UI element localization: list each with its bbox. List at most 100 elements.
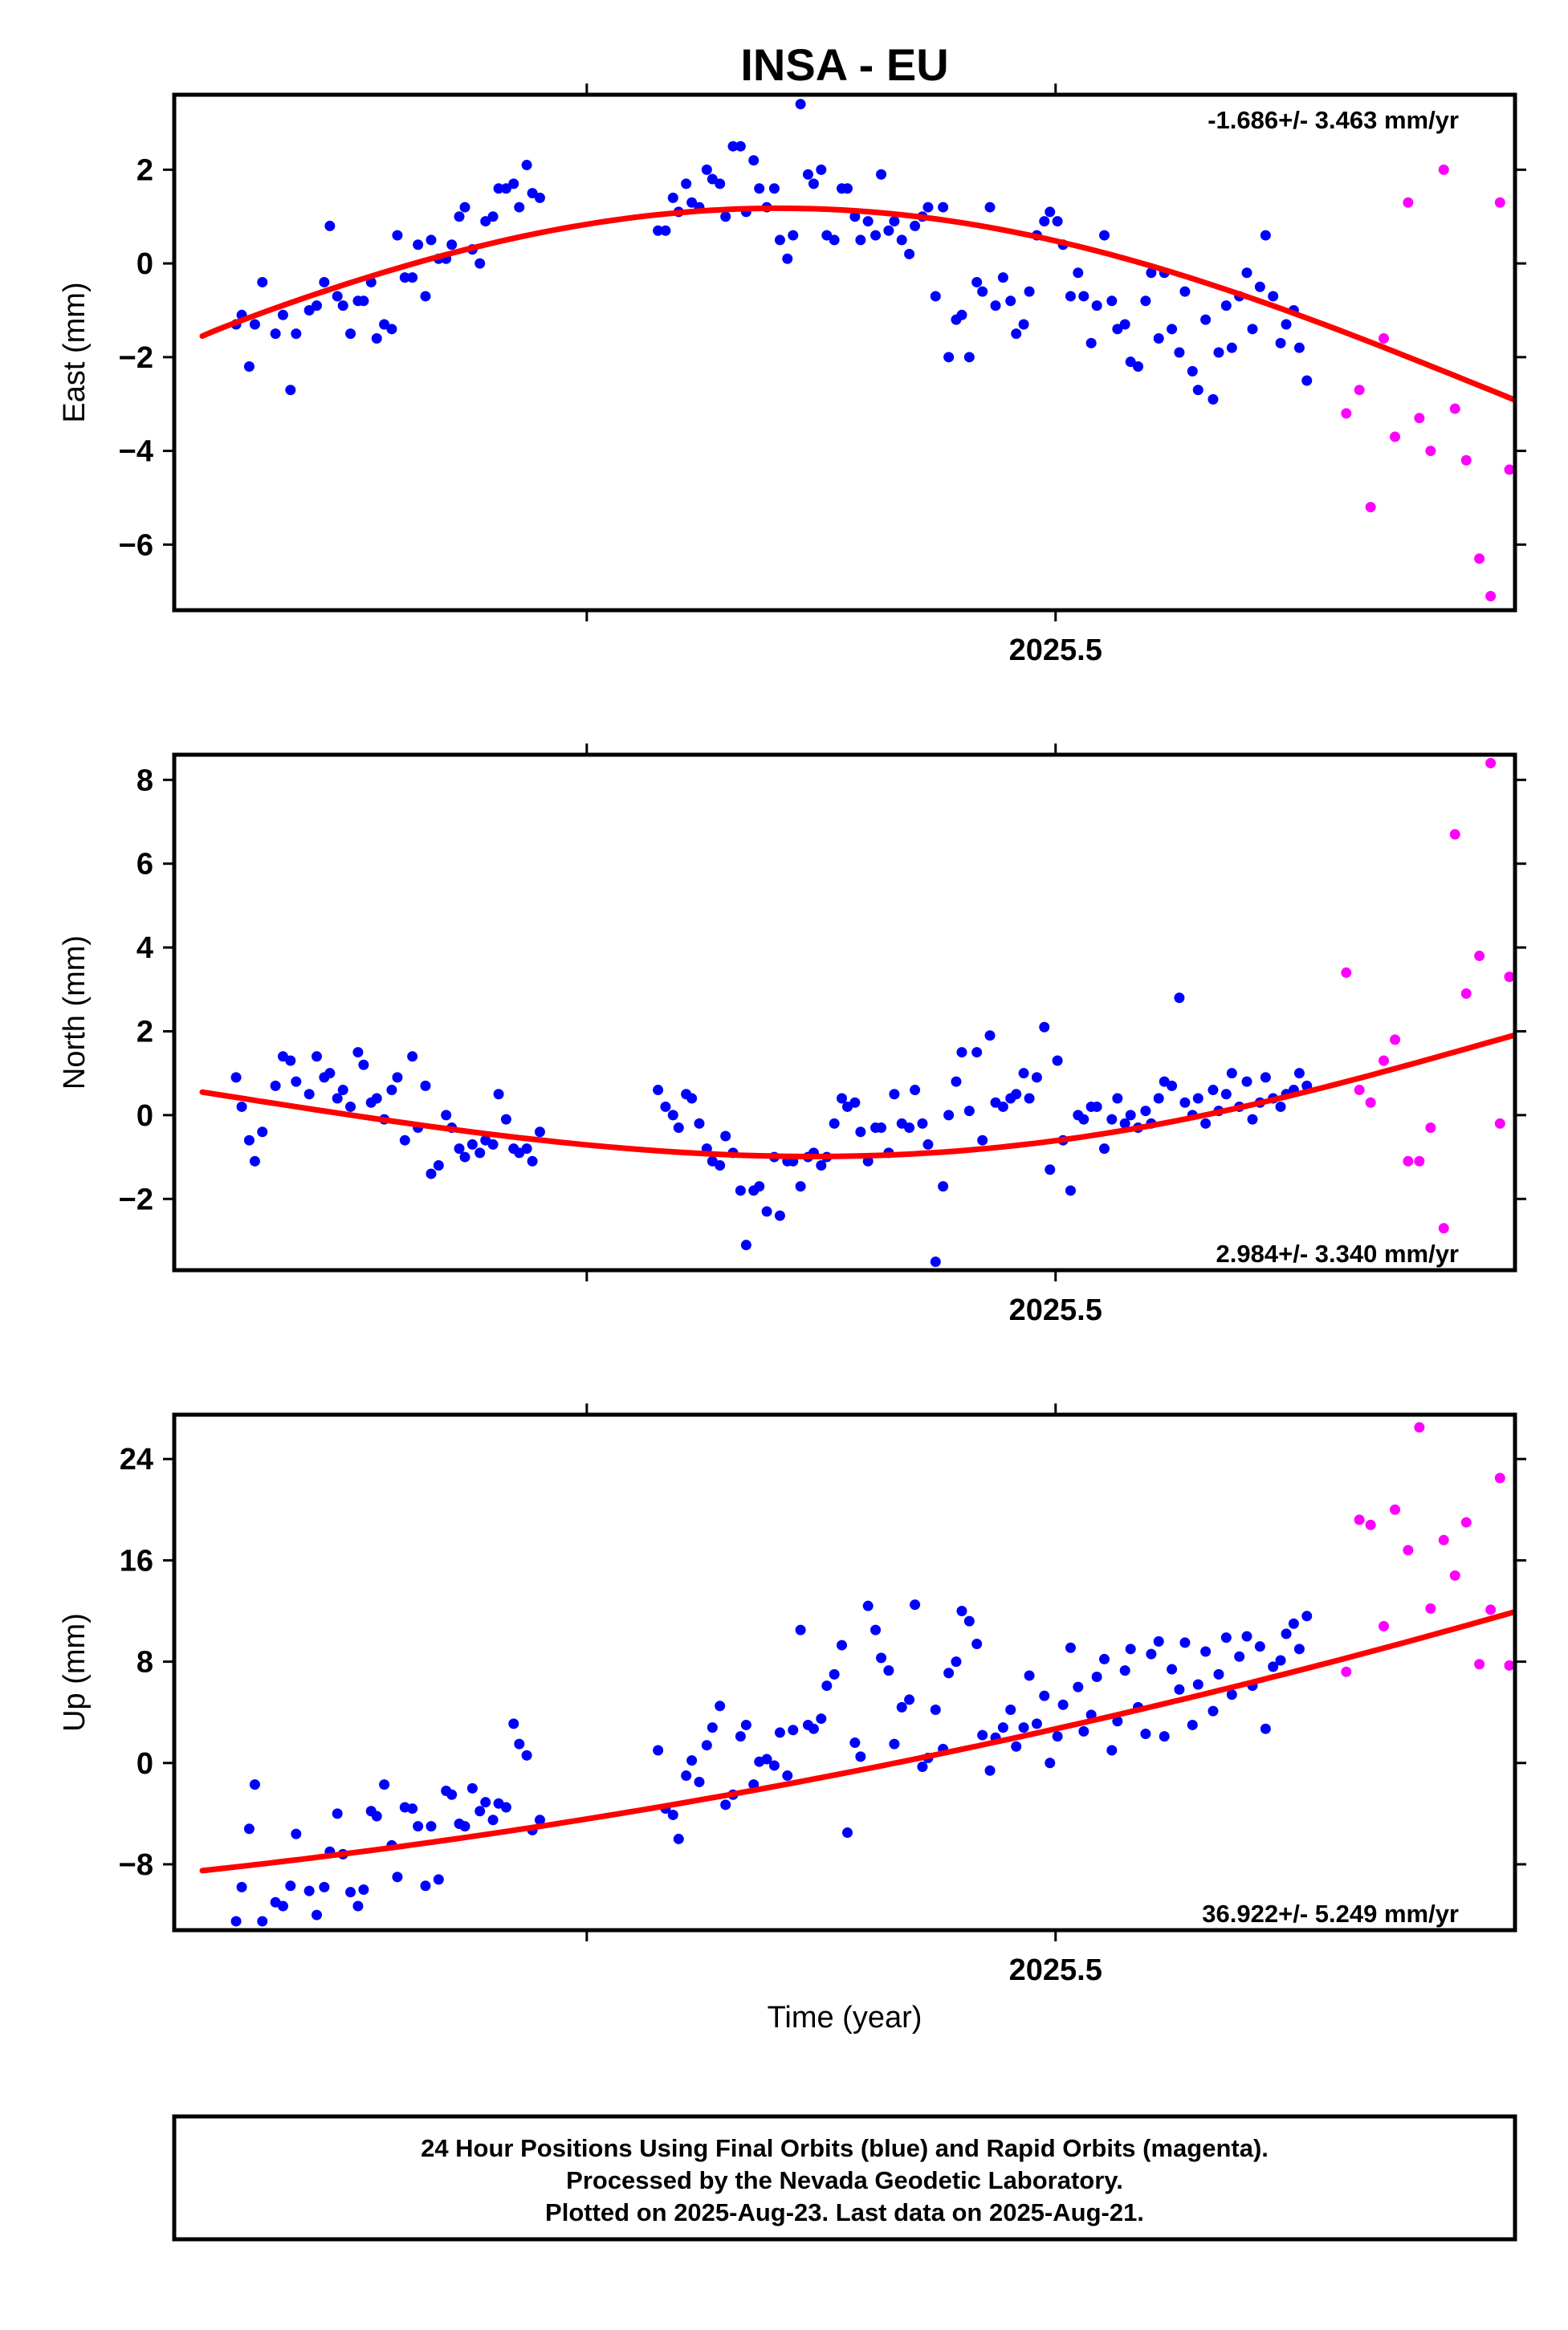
up-final-orbits-point — [1045, 1758, 1056, 1769]
east-final-orbits-point — [1112, 324, 1123, 335]
east-y-tick-label: −4 — [119, 435, 153, 469]
up-final-orbits-point — [956, 1605, 967, 1616]
up-final-orbits-point — [1159, 1731, 1170, 1742]
up-final-orbits-point — [883, 1665, 894, 1676]
up-final-orbits-point — [1125, 1644, 1136, 1655]
up-final-orbits-point — [1073, 1681, 1084, 1693]
east-final-orbits-point — [774, 234, 785, 246]
north-final-orbits-point — [849, 1097, 861, 1108]
north-final-orbits-point — [285, 1055, 296, 1066]
up-final-orbits-point — [1234, 1651, 1245, 1662]
north-final-orbits-point — [1078, 1114, 1089, 1125]
up-y-tick-label: 8 — [136, 1646, 153, 1680]
up-final-orbits-point — [508, 1718, 519, 1729]
north-final-orbits-point — [889, 1089, 900, 1100]
east-rapid-orbits-point — [1425, 446, 1436, 457]
north-final-orbits-point — [1065, 1185, 1076, 1196]
up-final-orbits-point — [842, 1827, 853, 1839]
up-final-orbits-point — [236, 1881, 247, 1892]
north-rapid-orbits-point — [1390, 1034, 1401, 1045]
north-final-orbits-point — [230, 1072, 242, 1083]
north-rapid-orbits-point — [1485, 757, 1497, 768]
x-axis-label: Time (year) — [768, 2001, 922, 2035]
up-final-orbits-point — [1213, 1668, 1224, 1680]
north-y-tick-label: 2 — [136, 1015, 153, 1049]
north-final-orbits-point — [1153, 1093, 1164, 1104]
east-final-orbits-point — [667, 192, 678, 203]
north-final-orbits-point — [984, 1030, 996, 1041]
up-final-orbits-point — [392, 1872, 403, 1883]
up-final-orbits-point — [1057, 1699, 1069, 1710]
east-final-orbits-point — [889, 216, 900, 227]
east-final-orbits-point — [399, 272, 410, 283]
east-final-orbits-point — [1011, 328, 1022, 340]
east-final-orbits-point — [963, 352, 975, 363]
north-final-orbits-point — [922, 1139, 934, 1150]
north-final-orbits-point — [997, 1101, 1008, 1112]
up-final-orbits-point — [735, 1731, 746, 1742]
north-final-orbits-point — [1247, 1114, 1258, 1125]
north-rapid-orbits-point — [1341, 967, 1352, 978]
north-final-orbits-point — [694, 1118, 705, 1129]
north-rapid-orbits-point — [1494, 1118, 1505, 1129]
north-final-orbits-point — [257, 1126, 268, 1138]
up-panel: 24 16 8 0 −8 2025.5 Up (mm) 36.922+/- 5.249 mm/… — [58, 1403, 1526, 1987]
north-final-orbits-point — [904, 1122, 915, 1134]
up-final-orbits-point — [534, 1815, 545, 1826]
up-plot-frame — [172, 1412, 1517, 1933]
up-final-orbits-point — [345, 1887, 356, 1898]
east-final-orbits-point — [1153, 332, 1164, 344]
north-final-orbits-point — [1052, 1055, 1063, 1066]
up-final-orbits-point — [1005, 1705, 1016, 1716]
north-rapid-orbits-point — [1504, 972, 1515, 983]
up-y-axis-label: Up (mm) — [58, 1613, 92, 1732]
up-final-orbits-point — [694, 1776, 705, 1787]
north-final-orbits-point — [386, 1085, 397, 1096]
up-final-orbits-point — [1065, 1642, 1076, 1653]
east-final-orbits-point — [1174, 347, 1185, 358]
up-final-orbits-point — [1098, 1653, 1110, 1664]
east-final-orbits-point — [653, 225, 664, 236]
up-final-orbits-point — [1281, 1628, 1292, 1640]
up-final-orbits-point — [963, 1615, 975, 1627]
east-final-orbits-point — [802, 169, 813, 180]
east-rapid-orbits-point — [1449, 403, 1460, 414]
up-final-orbits-point — [1220, 1632, 1232, 1644]
north-final-orbits-point — [1241, 1076, 1252, 1087]
east-final-orbits-point — [420, 291, 431, 302]
north-final-orbits-point — [459, 1151, 470, 1163]
east-final-orbits-point — [303, 304, 315, 316]
east-final-orbits-point — [922, 202, 934, 213]
up-trend-fit-line — [199, 1609, 1515, 1874]
east-final-orbits-point — [1065, 291, 1076, 302]
east-final-orbits-point — [870, 230, 882, 241]
up-rapid-orbits-point — [1365, 1519, 1376, 1530]
east-rapid-orbits-point — [1474, 553, 1485, 564]
up-final-orbits-point — [1039, 1690, 1050, 1701]
north-final-orbits-point — [521, 1143, 532, 1155]
up-final-orbits-point — [1208, 1705, 1219, 1717]
north-x-tick-label: 2025.5 — [1009, 1293, 1102, 1327]
up-data — [199, 1422, 1515, 1927]
up-final-orbits-point — [876, 1652, 887, 1664]
footer-box: 24 Hour Positions Using Final Orbits (bl… — [172, 2114, 1517, 2242]
east-final-orbits-point — [521, 160, 532, 171]
east-data — [199, 99, 1515, 601]
east-final-orbits-point — [392, 230, 403, 241]
up-final-orbits-point — [1254, 1641, 1265, 1652]
up-final-orbits-point — [291, 1828, 302, 1839]
east-final-orbits-point — [910, 220, 921, 231]
north-final-orbits-point — [1106, 1114, 1118, 1125]
north-final-orbits-point — [977, 1134, 988, 1146]
up-final-orbits-point — [904, 1694, 915, 1705]
up-final-orbits-point — [1119, 1665, 1130, 1676]
up-final-orbits-point — [459, 1821, 470, 1832]
north-y-tick-label: 4 — [136, 931, 153, 965]
east-final-orbits-point — [1005, 295, 1016, 307]
up-final-orbits-point — [303, 1885, 315, 1896]
up-final-orbits-point — [1293, 1644, 1305, 1655]
north-final-orbits-point — [795, 1181, 806, 1192]
north-final-orbits-point — [1167, 1080, 1178, 1091]
east-final-orbits-point — [876, 169, 887, 180]
up-final-orbits-point — [413, 1821, 424, 1832]
